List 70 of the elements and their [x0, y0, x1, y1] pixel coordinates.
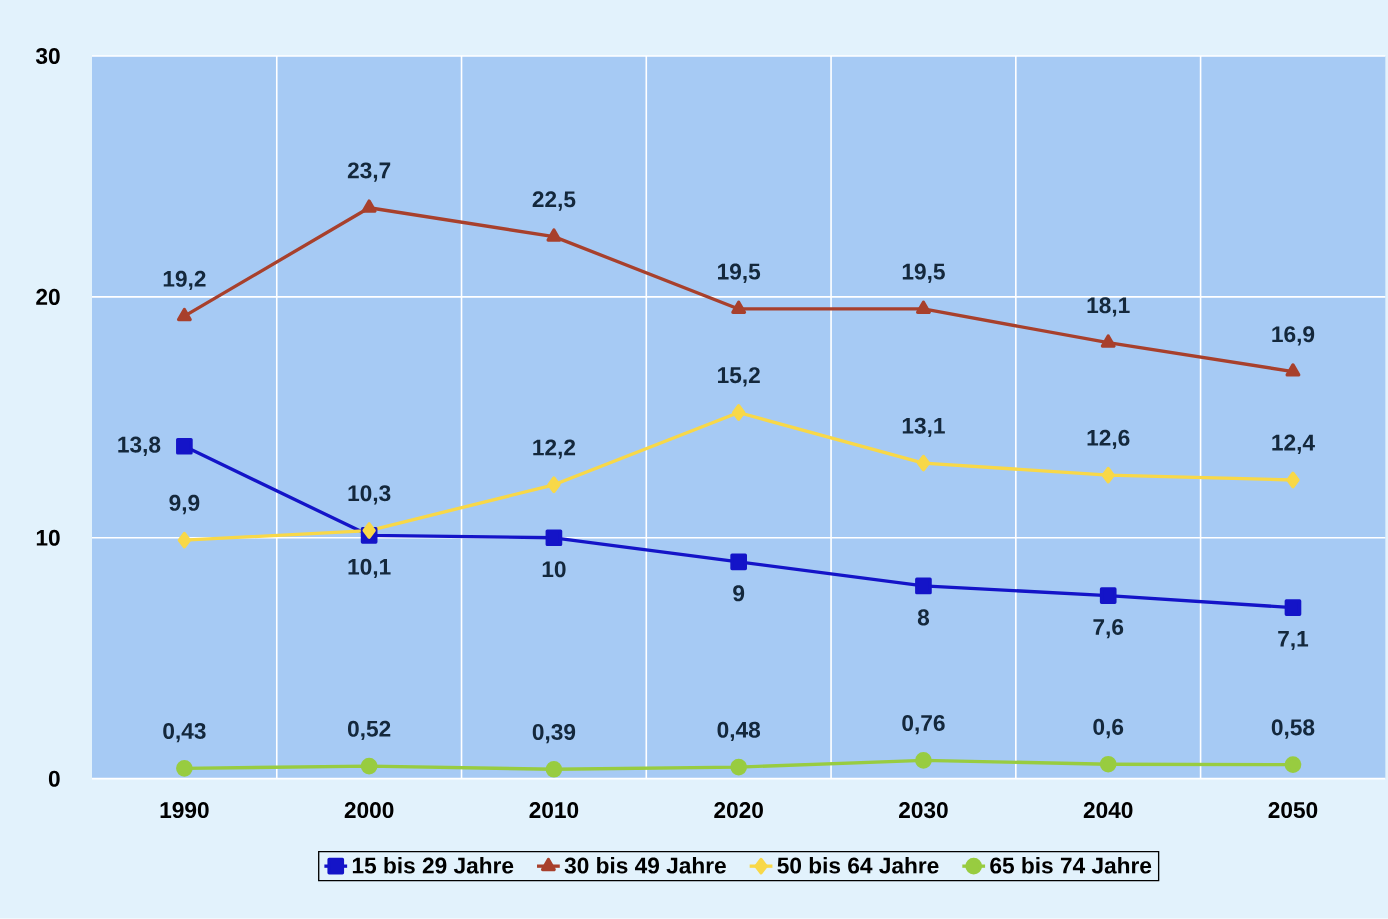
data-label: 12,2 — [533, 439, 576, 459]
y-tick-label: 0 — [48, 770, 60, 787]
point — [545, 761, 563, 778]
point — [1285, 363, 1301, 377]
data-label: 18,1 — [1087, 297, 1130, 317]
y-tick-label: 30 — [35, 48, 60, 65]
point — [730, 553, 748, 571]
y-tick-label: 10 — [36, 529, 60, 546]
x-tick-label: 2020 — [714, 802, 763, 819]
data-label: 13,1 — [902, 417, 945, 438]
point — [916, 454, 931, 472]
x-tick-label: 2040 — [1083, 802, 1133, 819]
point — [915, 577, 932, 595]
data-label: 7,6 — [1093, 619, 1124, 639]
point — [730, 758, 748, 776]
data-label: 15,2 — [718, 367, 760, 387]
data-label: 9 — [733, 585, 745, 602]
point — [1100, 334, 1116, 348]
point — [361, 199, 377, 213]
x-tick-label: 2000 — [344, 802, 394, 819]
point — [1286, 471, 1300, 489]
data-label: 7,1 — [1278, 631, 1309, 651]
data-label: 0,76 — [902, 715, 945, 735]
data-label: 0,52 — [347, 720, 391, 741]
point — [545, 529, 563, 547]
x-tick-label: 2050 — [1268, 802, 1318, 819]
point — [731, 300, 747, 315]
x-tick-label: 2010 — [529, 802, 579, 819]
data-label: 10 — [542, 561, 566, 578]
data-label: 22,5 — [532, 191, 576, 211]
data-label: 0,48 — [717, 721, 761, 742]
point — [546, 228, 562, 242]
point — [362, 522, 376, 540]
data-label: 0,43 — [163, 723, 206, 743]
point — [360, 757, 378, 775]
point — [176, 307, 192, 322]
legend-label: 15 bis 29 Jahre — [352, 857, 514, 874]
point — [1284, 599, 1302, 617]
point — [1101, 466, 1115, 484]
data-label: 0,39 — [532, 724, 576, 744]
point — [732, 404, 746, 422]
point — [176, 760, 193, 777]
data-label: 9,9 — [169, 494, 200, 515]
data-label: 19,2 — [163, 270, 206, 291]
x-tick-label: 1990 — [160, 802, 209, 819]
data-label: 0,6 — [1093, 718, 1124, 739]
data-label: 16,9 — [1272, 326, 1315, 346]
data-label: 19,5 — [718, 263, 761, 284]
x-tick-label: 2030 — [899, 802, 948, 819]
data-label: 19,5 — [902, 263, 945, 284]
point — [547, 476, 561, 494]
point — [1099, 587, 1117, 605]
data-label: 12,4 — [1272, 434, 1315, 455]
data-label: 13,8 — [118, 436, 161, 457]
data-label: 0,58 — [1271, 719, 1315, 739]
data-label: 10,3 — [348, 485, 391, 505]
point — [915, 752, 932, 769]
legend-label: 65 bis 74 Jahre — [990, 857, 1152, 874]
point — [176, 438, 193, 455]
point — [1099, 756, 1117, 773]
data-label: 10,1 — [348, 558, 391, 579]
y-tick-label: 20 — [36, 289, 60, 306]
data-label: 12,6 — [1087, 429, 1130, 450]
data-label: 8 — [917, 609, 930, 626]
point — [915, 300, 931, 315]
point — [1284, 756, 1302, 774]
data-label: 23,7 — [347, 162, 391, 182]
legend-label: 30 bis 49 Jahre — [564, 857, 726, 874]
point — [177, 532, 192, 549]
legend-label: 50 bis 64 Jahre — [777, 857, 939, 874]
